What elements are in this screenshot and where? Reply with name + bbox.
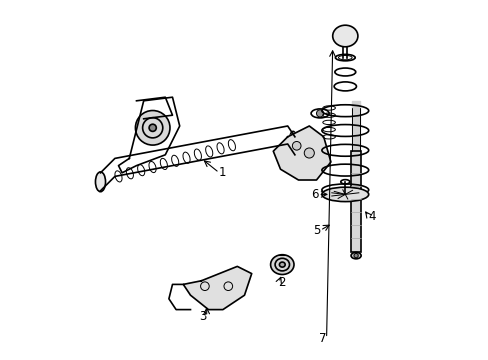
Ellipse shape (270, 255, 293, 274)
Text: 7: 7 (319, 332, 326, 345)
Text: 6: 6 (310, 188, 318, 201)
Text: 1: 1 (219, 166, 226, 179)
Text: 3: 3 (199, 310, 206, 323)
Text: 4: 4 (368, 210, 375, 222)
Ellipse shape (350, 252, 361, 259)
Ellipse shape (289, 131, 296, 146)
Polygon shape (273, 126, 330, 180)
Ellipse shape (279, 262, 285, 267)
Circle shape (292, 141, 301, 150)
Bar (350, 151, 361, 252)
Circle shape (135, 111, 170, 145)
Circle shape (304, 148, 314, 158)
Circle shape (149, 124, 156, 131)
Polygon shape (183, 266, 251, 310)
Ellipse shape (332, 25, 357, 47)
Circle shape (316, 110, 323, 117)
Ellipse shape (95, 172, 105, 192)
Ellipse shape (321, 187, 368, 202)
Circle shape (353, 253, 358, 258)
Text: 5: 5 (312, 224, 320, 237)
Text: 2: 2 (278, 276, 285, 289)
